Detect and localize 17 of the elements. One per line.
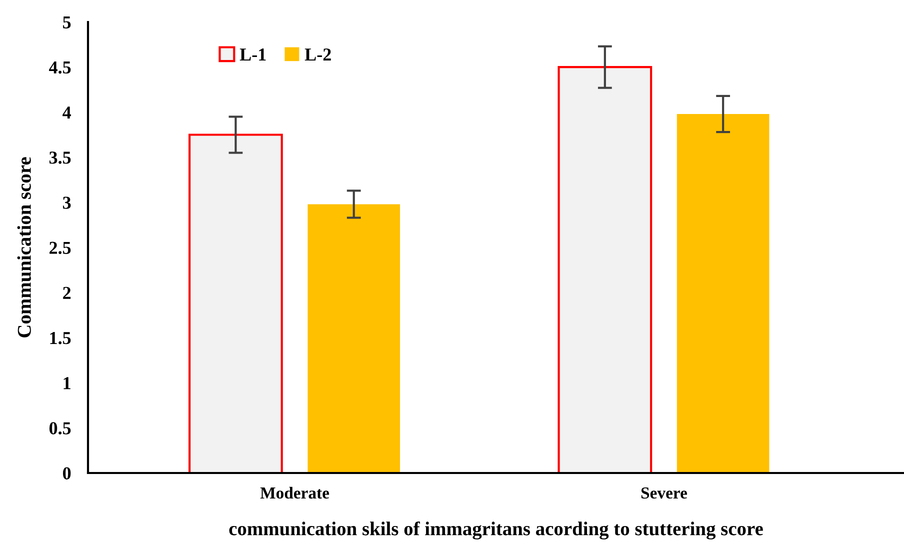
y-tick-label: 4 [62, 106, 71, 118]
y-tick-label: 4.5 [49, 61, 71, 74]
x-tick-label: Moderate [260, 486, 330, 499]
x-axis-title: communication skils of immagritans acording to stuttering score [229, 521, 763, 540]
y-tick-label: 5 [63, 16, 71, 28]
y-tick-label: 3 [62, 196, 71, 209]
y-tick-label: 0.5 [49, 422, 71, 434]
y-tick-label: 2.5 [50, 242, 71, 254]
legend-label: L-2 [304, 48, 331, 60]
x-tick-label: Severe [641, 487, 688, 499]
y-axis-title: Communication score [17, 157, 31, 338]
y-tick-label: 1.5 [50, 332, 71, 344]
y-tick-label: 1 [64, 377, 70, 390]
y-tick-label: 3.5 [49, 152, 71, 164]
y-tick-label: 0 [62, 467, 71, 480]
y-tick-label: 2 [63, 286, 71, 299]
legend-label: L-1 [240, 48, 266, 60]
